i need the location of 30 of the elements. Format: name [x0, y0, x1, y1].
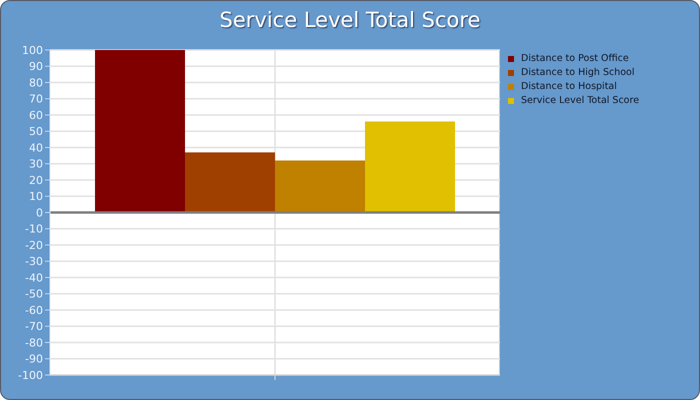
- y-tick-label: 0: [36, 206, 43, 220]
- y-tick-label: -30: [25, 255, 43, 268]
- y-tick-label: 10: [29, 190, 43, 204]
- legend-label: Service Level Total Score: [521, 94, 640, 108]
- bar: [365, 122, 455, 212]
- legend-label: Distance to Post Office: [521, 52, 629, 66]
- y-tick-label: 30: [29, 158, 43, 171]
- y-tick-label: 20: [29, 174, 43, 187]
- chart-title: Service Level Total Score: [218, 8, 482, 32]
- bar: [275, 160, 365, 212]
- bar: [185, 152, 275, 212]
- legend-label: Distance to Hospital: [521, 80, 617, 94]
- bar: [95, 50, 185, 212]
- y-tick-label: -100: [18, 368, 43, 382]
- y-tick-label: -10: [25, 222, 43, 236]
- y-tick-label: -50: [25, 288, 43, 301]
- y-tick-label: 70: [29, 92, 43, 106]
- legend-label: Distance to High School: [521, 66, 635, 80]
- y-tick-label: -80: [25, 336, 43, 350]
- y-tick-label: 80: [29, 76, 43, 90]
- y-tick-label: -90: [25, 352, 43, 366]
- y-tick-label: -40: [25, 271, 43, 284]
- y-tick-label: 60: [29, 108, 43, 122]
- y-tick-label: 90: [29, 60, 43, 74]
- y-tick-label: 100: [22, 44, 43, 57]
- y-tick-label: -70: [25, 320, 43, 334]
- y-tick-label: -20: [25, 238, 43, 252]
- y-tick-label: -60: [25, 304, 43, 317]
- y-tick-label: 50: [29, 125, 43, 138]
- y-tick-label: 40: [29, 141, 43, 154]
